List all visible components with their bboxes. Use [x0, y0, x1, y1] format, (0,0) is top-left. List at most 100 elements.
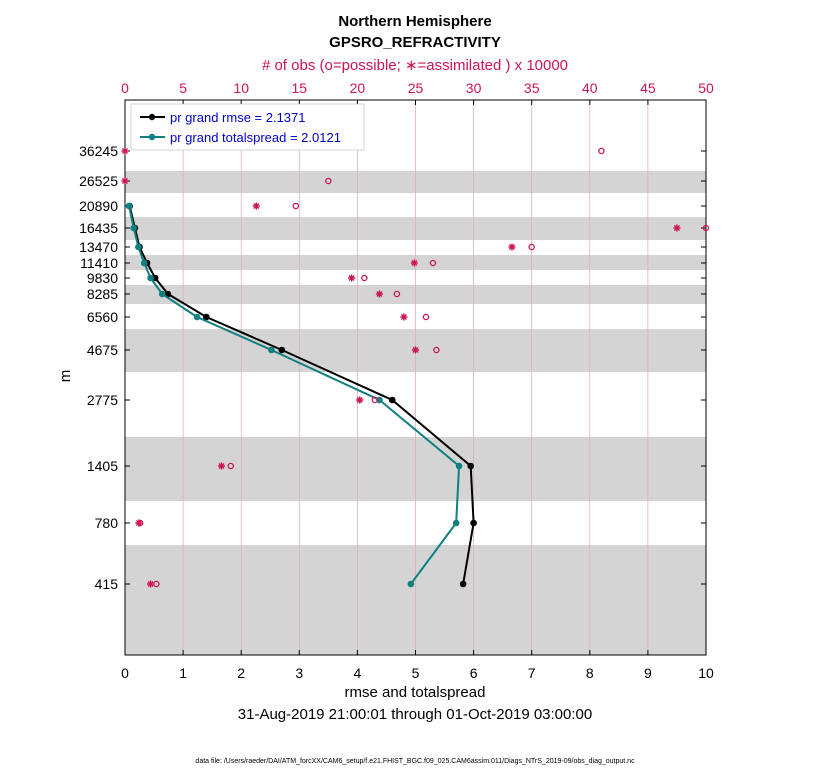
y-tick-label: 26525	[79, 173, 118, 189]
x-tick-label: 9	[644, 665, 652, 681]
obs-assimilated-marker	[375, 290, 384, 298]
y-tick-label: 36245	[79, 143, 118, 159]
obs-assimilated-marker	[146, 580, 155, 588]
y-tick-label: 9830	[87, 270, 118, 286]
obs-assimilated-marker	[252, 202, 260, 210]
obs-possible-marker	[598, 147, 605, 155]
top-tick-label: 5	[179, 80, 187, 96]
top-tick-label: 45	[640, 80, 656, 96]
asterisk-stroke	[400, 313, 407, 321]
series-point-rmse	[459, 580, 467, 588]
top-axis-label: # of obs (o=possible; ∗=assimilated ) x …	[262, 57, 568, 74]
y-axis-label: m	[57, 370, 74, 383]
x-axis-label: rmse and totalspread	[345, 684, 486, 701]
legend-rmse-marker	[148, 113, 156, 121]
asterisk-stroke	[135, 519, 142, 527]
x-tick-label: 3	[295, 665, 303, 681]
y-tick-label: 13470	[79, 239, 118, 255]
x-tick-label: 7	[528, 665, 536, 681]
obs-assimilated-marker	[347, 274, 356, 282]
series-point-totalspread	[130, 224, 138, 232]
obs-possible-marker	[325, 177, 332, 185]
x-tick-label: 2	[237, 665, 245, 681]
legend-spread-marker	[148, 133, 156, 141]
obs-assimilated-marker	[121, 147, 129, 155]
obs-possible-marker	[371, 396, 379, 404]
series-point-totalspread	[376, 396, 383, 404]
obs-possible-marker	[429, 259, 437, 267]
x-tick-label: 4	[354, 665, 362, 681]
obs-assimilated-marker	[121, 177, 129, 185]
asterisk-stroke	[253, 202, 260, 210]
chart-subtitle: GPSRO_REFRACTIVITY	[329, 34, 501, 51]
asterisk-stroke	[673, 224, 680, 232]
date-range: 31-Aug-2019 21:00:01 through 01-Oct-2019…	[238, 706, 592, 723]
x-tick-label: 8	[586, 665, 594, 681]
y-tick-label: 1405	[87, 458, 118, 474]
observation-markers	[121, 147, 710, 588]
legend-rmse-label: pr grand rmse = 2.1371	[170, 110, 306, 125]
series-point-totalspread	[158, 290, 166, 298]
asterisk-stroke	[218, 462, 225, 470]
obs-possible-marker	[528, 243, 535, 251]
obs-possible-marker	[227, 462, 234, 470]
asterisk-stroke	[147, 580, 154, 588]
obs-assimilated-marker	[400, 313, 408, 321]
obs-assimilated-marker	[673, 224, 681, 232]
chart-title: Northern Hemisphere	[338, 13, 491, 30]
asterisk-stroke	[356, 396, 363, 404]
asterisk-stroke	[411, 259, 418, 267]
series-point-rmse	[203, 313, 210, 321]
series-point-rmse	[278, 346, 286, 354]
top-tick-label: 50	[698, 80, 714, 96]
obs-assimilated-marker	[410, 259, 418, 267]
top-tick-label: 25	[408, 80, 424, 96]
top-tick-label: 20	[350, 80, 366, 96]
obs-possible-marker	[422, 313, 430, 321]
obs-assimilated-marker	[508, 243, 516, 251]
top-tick-label: 15	[292, 80, 308, 96]
asterisk-stroke	[121, 177, 129, 185]
series-point-totalspread	[135, 243, 142, 251]
x-tick-label: 5	[412, 665, 420, 681]
series-point-totalspread	[140, 259, 148, 267]
top-tick-label: 0	[121, 80, 129, 96]
axis-ticks: 0 1 2 3 4 5 6 7 8 9 100 5 10 15 20 25 30 35 40 45 5036245265…	[79, 80, 714, 681]
asterisk-stroke	[412, 346, 419, 354]
series-point-rmse	[151, 274, 159, 282]
series-point-totalspread	[407, 580, 415, 588]
series-point-rmse	[388, 396, 396, 404]
y-tick-label: 2775	[87, 392, 118, 408]
obs-assimilated-marker	[135, 519, 143, 527]
y-tick-label: 20890	[79, 198, 118, 214]
series-point-totalspread	[268, 346, 275, 354]
obs-assimilated-marker	[411, 346, 420, 354]
top-tick-label: 35	[524, 80, 540, 96]
y-tick-label: 8285	[87, 286, 118, 302]
gridlines	[182, 100, 649, 655]
obs-possible-marker	[433, 346, 440, 354]
x-tick-label: 6	[470, 665, 478, 681]
series-point-totalspread	[455, 462, 463, 470]
top-tick-label: 10	[233, 80, 249, 96]
series-point-totalspread	[125, 202, 133, 210]
top-tick-label: 40	[582, 80, 598, 96]
x-tick-label: 0	[121, 665, 129, 681]
x-tick-label: 1	[179, 665, 187, 681]
obs-possible-marker	[361, 274, 368, 282]
y-tick-label: 780	[95, 515, 119, 531]
series-point-totalspread	[147, 274, 154, 282]
y-tick-label: 415	[95, 576, 119, 592]
obs-possible-marker	[393, 290, 401, 298]
obs-possible-marker	[702, 224, 710, 232]
asterisk-stroke	[376, 290, 383, 298]
y-tick-label: 11410	[80, 255, 118, 271]
data-file-footer: data file: /Users/raeder/DAI/ATM_forcXX/…	[195, 758, 635, 765]
y-tick-label: 4675	[87, 342, 118, 358]
series-point-rmse	[470, 519, 477, 527]
series-lines	[125, 202, 477, 588]
series-point-totalspread	[193, 313, 201, 321]
obs-assimilated-marker	[356, 396, 364, 404]
top-tick-label: 30	[466, 80, 482, 96]
legend-box	[130, 103, 365, 151]
